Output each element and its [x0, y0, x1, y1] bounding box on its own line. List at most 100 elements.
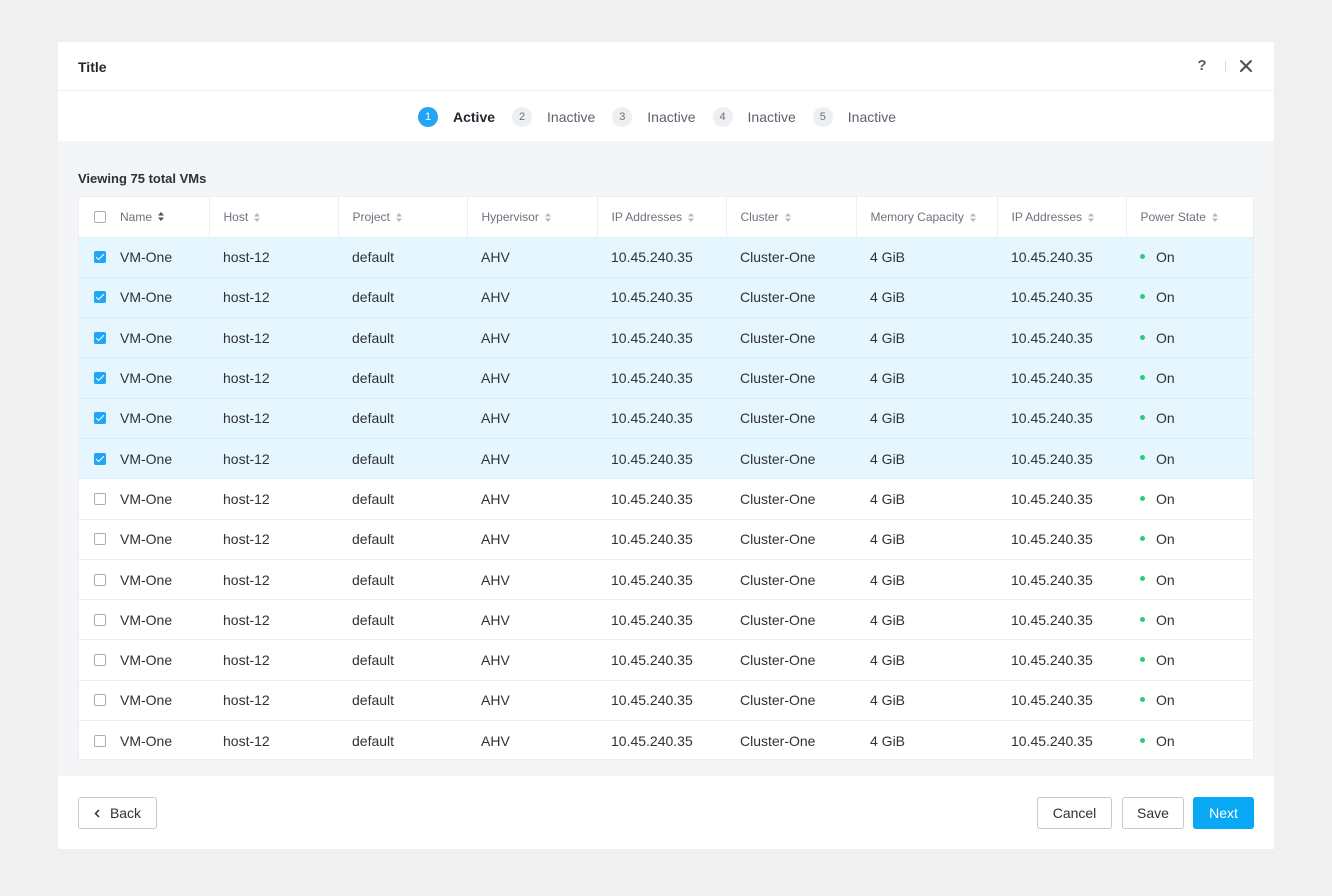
cell-hypervisor: AHV: [467, 237, 597, 278]
column-header-hypervisor[interactable]: Hypervisor: [467, 197, 598, 238]
cell-name: VM-One: [79, 357, 209, 399]
status-dot-icon: [1140, 253, 1145, 259]
power-state-value: On: [1156, 289, 1175, 306]
cell-value: 4 GiB: [870, 329, 906, 346]
cell-project: default: [338, 398, 467, 439]
cell-value: 10.45.240.35: [611, 692, 693, 709]
next-button[interactable]: Next: [1193, 797, 1254, 829]
table-row[interactable]: VM-One host-12 default AHV 10.45.240.35 Clust…: [79, 680, 1253, 722]
power-state-value: On: [1156, 732, 1175, 749]
row-checkbox[interactable]: [94, 251, 106, 264]
cell-host: host-12: [209, 237, 338, 278]
row-checkbox[interactable]: [94, 412, 106, 425]
column-header-ip2[interactable]: IP Addresses: [997, 197, 1127, 238]
table-row[interactable]: VM-One host-12 default AHV 10.45.240.35 Clust…: [79, 237, 1253, 278]
step-4[interactable]: 4 Inactive: [712, 107, 796, 127]
cell-ip2: 10.45.240.35: [997, 277, 1126, 319]
vm-name-link[interactable]: VM-One: [120, 490, 173, 507]
table-row[interactable]: VM-One host-12 default AHV 10.45.240.35 Clust…: [79, 721, 1253, 759]
vm-name-link[interactable]: VM-One: [120, 531, 173, 548]
sort-icon[interactable]: [688, 213, 694, 223]
sort-icon[interactable]: [969, 213, 976, 223]
cell-value: default: [352, 531, 395, 548]
table-row[interactable]: VM-One host-12 default AHV 10.45.240.35 Clust…: [79, 599, 1253, 641]
vm-name-link[interactable]: VM-One: [120, 329, 173, 346]
vm-name-link[interactable]: VM-One: [120, 450, 173, 467]
cell-value: Cluster-One: [740, 289, 816, 306]
close-icon[interactable]: [1236, 56, 1256, 76]
vm-name-link[interactable]: VM-One: [120, 652, 173, 669]
status-dot-icon: [1140, 495, 1145, 501]
vm-name-link[interactable]: VM-One: [120, 249, 173, 266]
vm-name-link[interactable]: VM-One: [120, 732, 173, 749]
help-icon[interactable]: ?: [1197, 57, 1207, 74]
cell-value: 4 GiB: [870, 611, 906, 628]
sort-icon[interactable]: [395, 213, 402, 223]
table-row[interactable]: VM-One host-12 default AHV 10.45.240.35 Clust…: [79, 398, 1253, 439]
cell-memory: 4 GiB: [856, 721, 997, 759]
step-3[interactable]: 3 Inactive: [612, 107, 696, 127]
sort-icon[interactable]: [254, 213, 261, 223]
sort-icon[interactable]: [158, 212, 165, 222]
save-button[interactable]: Save: [1122, 797, 1184, 829]
column-header-label: IP Addresses: [611, 209, 683, 224]
row-checkbox[interactable]: [94, 533, 106, 546]
column-header-memory[interactable]: Memory Capacity: [856, 197, 998, 238]
vm-name-link[interactable]: VM-One: [120, 289, 173, 306]
vm-name-link[interactable]: VM-One: [120, 611, 173, 628]
table-row[interactable]: VM-One host-12 default AHV 10.45.240.35 Clust…: [79, 559, 1253, 601]
cancel-button[interactable]: Cancel: [1037, 797, 1112, 829]
modal-title: Title: [78, 59, 107, 75]
step-2[interactable]: 2 Inactive: [512, 107, 595, 127]
sort-icon[interactable]: [1088, 213, 1094, 223]
row-checkbox[interactable]: [94, 331, 106, 344]
row-checkbox[interactable]: [94, 573, 106, 586]
table-row[interactable]: VM-One host-12 default AHV 10.45.240.35 Clust…: [79, 438, 1253, 480]
row-checkbox[interactable]: [94, 291, 106, 304]
sort-icon[interactable]: [544, 213, 551, 223]
cell-value: 10.45.240.35: [1011, 490, 1093, 507]
cell-memory: 4 GiB: [856, 519, 997, 560]
column-header-host[interactable]: Host: [209, 197, 339, 238]
row-checkbox[interactable]: [94, 372, 106, 385]
table-row[interactable]: VM-One host-12 default AHV 10.45.240.35 Clust…: [79, 519, 1253, 560]
step-1[interactable]: 1 Active: [418, 107, 495, 127]
table-row[interactable]: VM-One host-12 default AHV 10.45.240.35 Clust…: [79, 478, 1253, 520]
column-header-label: Hypervisor: [481, 209, 539, 224]
column-header-ip1[interactable]: IP Addresses: [597, 197, 727, 238]
table-row[interactable]: VM-One host-12 default AHV 10.45.240.35 Clust…: [79, 277, 1253, 319]
vm-name-link[interactable]: VM-One: [120, 370, 173, 387]
row-checkbox[interactable]: [94, 694, 106, 707]
cell-memory: 4 GiB: [856, 599, 997, 641]
table-row[interactable]: VM-One host-12 default AHV 10.45.240.35 Clust…: [79, 317, 1253, 359]
table-row[interactable]: VM-One host-12 default AHV 10.45.240.35 Clust…: [79, 357, 1253, 399]
step-5[interactable]: 5 Inactive: [812, 107, 896, 127]
cell-value: default: [352, 450, 395, 467]
row-checkbox[interactable]: [94, 613, 106, 626]
row-checkbox[interactable]: [94, 734, 106, 747]
select-all-checkbox[interactable]: [94, 210, 106, 223]
cell-cluster: Cluster-One: [726, 519, 856, 560]
row-checkbox[interactable]: [94, 654, 106, 667]
cell-power: On: [1126, 398, 1253, 439]
column-header-cluster[interactable]: Cluster: [726, 197, 857, 238]
column-header-name[interactable]: Name: [79, 197, 210, 238]
cell-name: VM-One: [79, 599, 209, 641]
back-button[interactable]: Back: [78, 797, 157, 829]
sort-icon[interactable]: [1211, 213, 1218, 223]
row-checkbox[interactable]: [94, 452, 106, 465]
cell-host: host-12: [209, 519, 338, 560]
sort-icon[interactable]: [784, 213, 791, 223]
vm-name-link[interactable]: VM-One: [120, 571, 173, 588]
step-number: 2: [512, 107, 533, 127]
cell-value: 4 GiB: [870, 289, 906, 306]
vm-name-link[interactable]: VM-One: [120, 692, 173, 709]
table-row[interactable]: VM-One host-12 default AHV 10.45.240.35 Clust…: [79, 639, 1253, 681]
column-header-project[interactable]: Project: [338, 197, 468, 238]
vm-name-link[interactable]: VM-One: [120, 410, 173, 427]
cell-value: 10.45.240.35: [1011, 410, 1093, 427]
row-checkbox[interactable]: [94, 492, 106, 505]
cell-value: Cluster-One: [740, 329, 816, 346]
column-header-power[interactable]: Power State: [1126, 197, 1253, 238]
cell-ip2: 10.45.240.35: [997, 357, 1126, 399]
